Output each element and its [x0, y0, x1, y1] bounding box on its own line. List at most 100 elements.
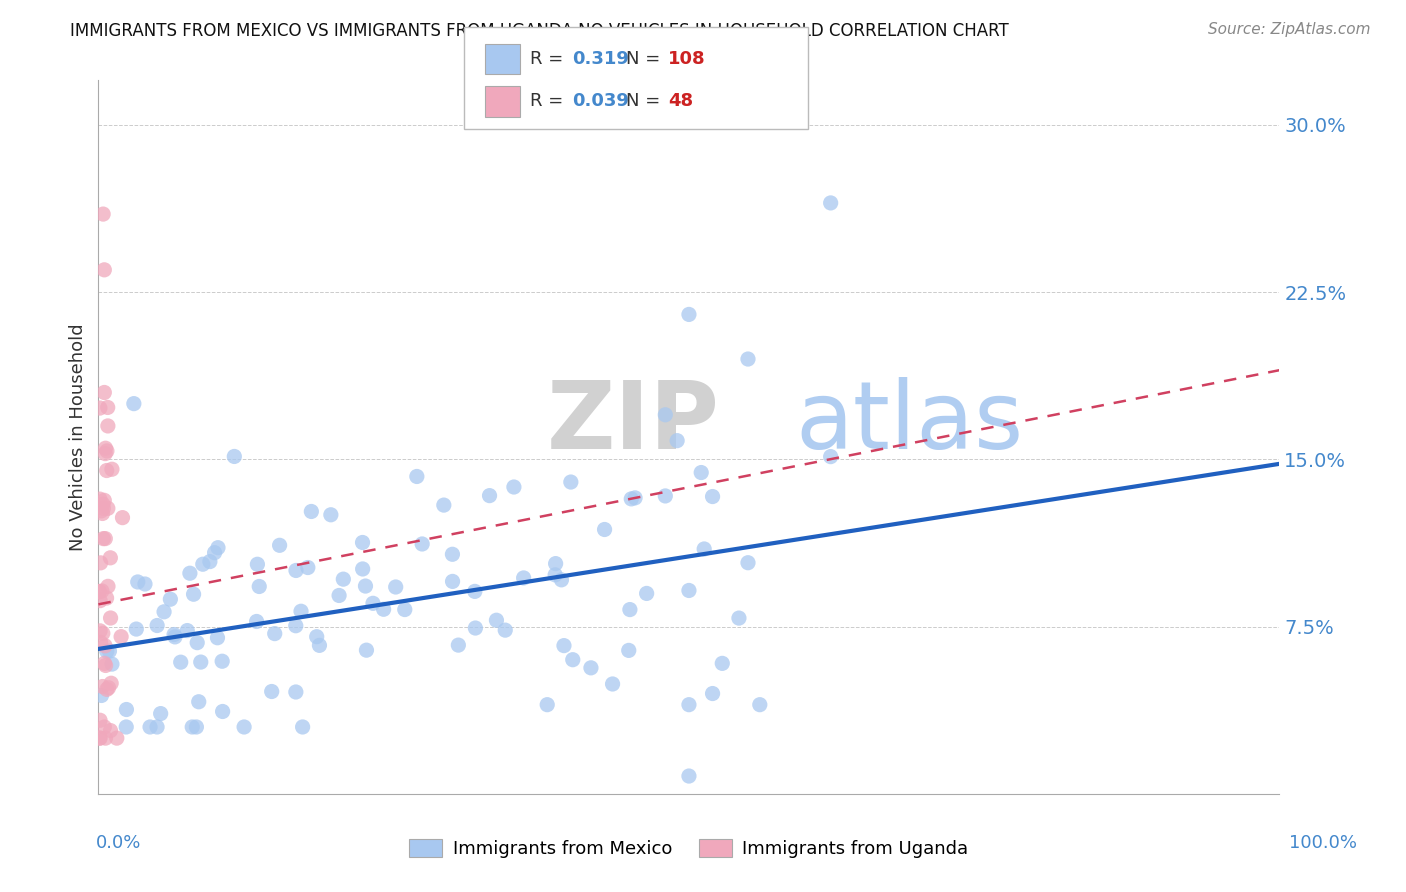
Point: [553, 639, 575, 653]
Point: [820, 450, 842, 464]
Point: [87, 584, 110, 599]
Point: [328, 589, 350, 603]
Point: [94, 532, 117, 546]
Point: [305, 630, 328, 644]
Point: [207, 631, 229, 645]
Point: [111, 510, 134, 524]
Point: [485, 613, 508, 627]
Point: [411, 537, 433, 551]
Text: IMMIGRANTS FROM MEXICO VS IMMIGRANTS FROM UGANDA NO VEHICLES IN HOUSEHOLD CORREL: IMMIGRANTS FROM MEXICO VS IMMIGRANTS FRO…: [70, 22, 1010, 40]
Point: [447, 638, 470, 652]
Point: [105, 731, 128, 746]
Point: [94, 658, 117, 673]
Point: [503, 480, 526, 494]
Point: [405, 469, 427, 483]
Point: [186, 635, 208, 649]
Point: [702, 687, 724, 701]
Y-axis label: No Vehicles in Household: No Vehicles in Household: [69, 323, 87, 551]
Point: [97, 401, 120, 415]
Point: [91, 680, 114, 694]
Point: [90, 689, 112, 703]
Point: [433, 498, 456, 512]
Point: [602, 677, 624, 691]
Point: [94, 447, 117, 461]
Point: [93, 657, 115, 671]
Point: [139, 720, 162, 734]
Point: [93, 493, 115, 508]
Point: [93, 720, 115, 734]
Text: 0.319: 0.319: [572, 50, 628, 69]
Text: R =: R =: [530, 50, 569, 69]
Point: [319, 508, 342, 522]
Point: [224, 450, 246, 464]
Point: [159, 592, 181, 607]
Point: [297, 560, 319, 574]
Point: [512, 571, 534, 585]
Point: [153, 605, 176, 619]
Point: [593, 523, 616, 537]
Legend: Immigrants from Mexico, Immigrants from Uganda: Immigrants from Mexico, Immigrants from …: [401, 830, 977, 867]
Point: [207, 541, 229, 555]
Point: [198, 555, 221, 569]
Point: [187, 695, 209, 709]
Point: [191, 558, 214, 572]
Point: [702, 490, 724, 504]
Point: [737, 351, 759, 366]
Point: [146, 618, 169, 632]
Point: [269, 538, 291, 552]
Point: [624, 491, 647, 505]
Point: [163, 630, 186, 644]
Point: [89, 731, 111, 746]
Text: N =: N =: [626, 50, 665, 69]
Point: [127, 574, 149, 589]
Point: [89, 731, 111, 746]
Point: [96, 682, 118, 697]
Point: [384, 580, 406, 594]
Point: [115, 720, 138, 734]
Point: [89, 624, 111, 638]
Point: [93, 501, 115, 516]
Point: [536, 698, 558, 712]
Point: [101, 657, 124, 672]
Point: [96, 591, 118, 605]
Point: [89, 492, 111, 507]
Point: [544, 567, 567, 582]
Text: 108: 108: [668, 50, 706, 69]
Point: [204, 546, 226, 560]
Point: [89, 584, 111, 599]
Point: [361, 596, 384, 610]
Point: [544, 557, 567, 571]
Point: [285, 564, 308, 578]
Point: [190, 655, 212, 669]
Point: [561, 653, 583, 667]
Point: [179, 566, 201, 581]
Point: [494, 623, 516, 637]
Point: [91, 626, 114, 640]
Point: [678, 698, 700, 712]
Point: [94, 731, 117, 746]
Point: [636, 586, 658, 600]
Point: [100, 611, 122, 625]
Text: 0.039: 0.039: [572, 93, 628, 111]
Point: [115, 702, 138, 716]
Text: atlas: atlas: [796, 376, 1024, 469]
Point: [464, 584, 486, 599]
Point: [122, 396, 145, 410]
Point: [96, 644, 118, 658]
Point: [91, 532, 114, 546]
Point: [620, 491, 643, 506]
Point: [245, 615, 267, 629]
Point: [284, 685, 307, 699]
Point: [352, 535, 374, 549]
Point: [96, 444, 118, 458]
Point: [308, 639, 330, 653]
Point: [97, 681, 120, 695]
Point: [291, 720, 314, 734]
Point: [352, 562, 374, 576]
Point: [373, 602, 395, 616]
Point: [91, 497, 114, 511]
Point: [678, 583, 700, 598]
Text: 0.0%: 0.0%: [96, 834, 141, 852]
Point: [186, 720, 208, 734]
Point: [98, 550, 121, 565]
